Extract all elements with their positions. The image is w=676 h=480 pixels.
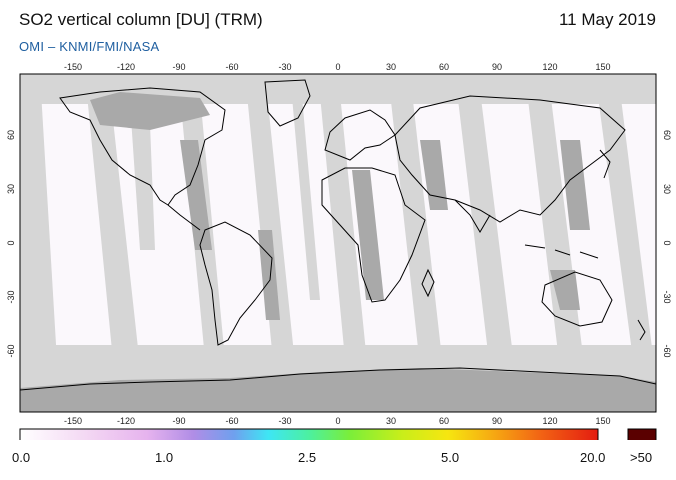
lat-tick-label: -60	[662, 344, 672, 357]
lon-tick-label: 60	[439, 416, 449, 426]
lon-tick-label: 0	[335, 416, 340, 426]
colorbar-label: 1.0	[155, 450, 174, 465]
lon-tick-label: 150	[595, 62, 610, 72]
lat-tick-label: -30	[6, 290, 16, 303]
colorbar-label: 2.5	[298, 450, 317, 465]
colorbar-label: 5.0	[441, 450, 460, 465]
coastlines	[20, 79, 656, 391]
so2-map: -150 -120 -90 -60 -30 0 30 60 90 120 150…	[6, 62, 672, 444]
map-title: SO2 vertical column [DU] (TRM)	[19, 10, 263, 29]
data-credit: OMI – KNMI/FMI/NASA	[19, 39, 160, 54]
map-date: 11 May 2019	[558, 10, 656, 29]
lon-tick-label: -60	[225, 416, 238, 426]
lat-tick-label: 0	[6, 240, 16, 245]
land-no-data	[20, 92, 656, 412]
lon-tick-label: -150	[64, 416, 82, 426]
colorbar-gradient	[19, 428, 599, 444]
lat-tick-label: 0	[662, 240, 672, 245]
map-frame	[19, 73, 657, 413]
lon-tick-label: 90	[492, 62, 502, 72]
lon-tick-label: 150	[595, 416, 610, 426]
lon-tick-label: 120	[542, 62, 557, 72]
lat-tick-label: 60	[662, 130, 672, 140]
lon-ticks-bottom: -150 -120 -90 -60 -30 0 30 60 90 120 150	[64, 416, 611, 426]
lat-tick-label: -30	[662, 290, 672, 303]
lon-tick-label: 60	[439, 62, 449, 72]
lon-tick-label: -120	[117, 62, 135, 72]
lon-tick-label: 30	[386, 416, 396, 426]
lon-ticks-top: -150 -120 -90 -60 -30 0 30 60 90 120 150	[64, 62, 611, 72]
lon-tick-label: -150	[64, 62, 82, 72]
lat-tick-label: 60	[6, 130, 16, 140]
lon-tick-label: -60	[225, 62, 238, 72]
lat-tick-label: 30	[662, 184, 672, 194]
lat-ticks-right: 60 30 0 -30 -60	[662, 130, 672, 358]
lon-tick-label: -120	[117, 416, 135, 426]
lon-tick-label: -30	[278, 416, 291, 426]
lon-tick-label: 0	[335, 62, 340, 72]
lon-tick-label: 120	[542, 416, 557, 426]
lat-tick-label: 30	[6, 184, 16, 194]
lon-tick-label: -90	[172, 416, 185, 426]
colorbar-overflow-label: >50	[630, 450, 653, 465]
colorbar-label: 0.0	[12, 450, 31, 465]
lon-tick-label: -90	[172, 62, 185, 72]
lat-ticks-left: 60 30 0 -30 -60	[6, 130, 16, 358]
colorbar-overflow-swatch	[627, 428, 657, 444]
colorbar-label: 20.0	[580, 450, 606, 465]
map-area: -150 -120 -90 -60 -30 0 30 60 90 120 150…	[6, 62, 672, 444]
lon-tick-label: 30	[386, 62, 396, 72]
lon-tick-label: 90	[492, 416, 502, 426]
lon-tick-label: -30	[278, 62, 291, 72]
lat-tick-label: -60	[6, 344, 16, 357]
